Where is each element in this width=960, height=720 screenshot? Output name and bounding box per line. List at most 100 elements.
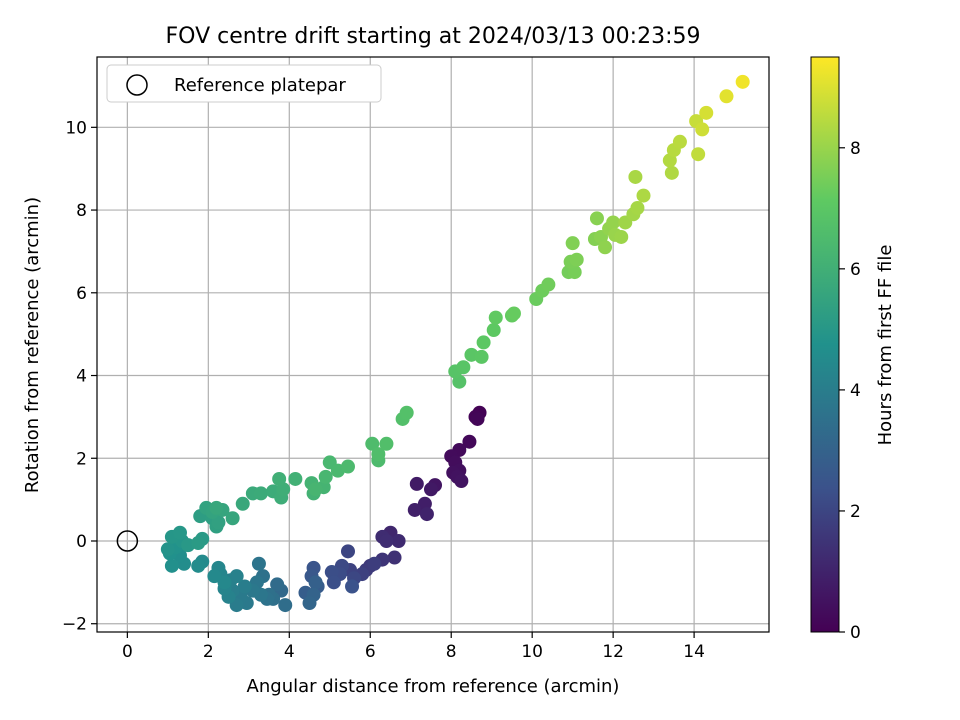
scatter-points <box>160 74 750 613</box>
data-point <box>486 323 501 338</box>
data-point <box>278 598 293 613</box>
data-point <box>211 515 226 530</box>
data-point <box>409 476 424 491</box>
data-point <box>476 335 491 350</box>
x-tick-label: 6 <box>365 642 376 662</box>
data-point <box>636 188 651 203</box>
data-point <box>318 469 333 484</box>
data-point <box>191 536 206 551</box>
data-point <box>235 496 250 511</box>
colorbar-ticks: 0 2 4 6 8 <box>839 139 861 643</box>
legend: Reference platepar <box>106 64 382 103</box>
data-point <box>407 502 422 517</box>
colorbar-label: Hours from first FF file <box>875 245 896 446</box>
data-point <box>237 579 252 594</box>
legend-box <box>106 64 382 103</box>
data-point <box>474 349 489 364</box>
data-point <box>454 474 469 489</box>
data-point <box>345 579 360 594</box>
data-point <box>695 122 710 137</box>
colorbar: 0 2 4 6 8 Hours from first FF file <box>810 56 896 643</box>
data-point <box>379 533 394 548</box>
y-tick-label: 6 <box>76 284 87 304</box>
data-point <box>614 229 629 244</box>
data-point <box>308 482 323 497</box>
data-point <box>664 165 679 180</box>
x-axis-ticks: 0 2 4 6 8 10 12 14 <box>122 632 705 662</box>
data-point <box>399 405 414 420</box>
y-axis-ticks: −2 0 2 4 6 8 10 <box>62 118 97 635</box>
x-tick-label: 4 <box>284 642 295 662</box>
data-point <box>630 200 645 215</box>
data-point <box>506 306 521 321</box>
data-point <box>456 360 471 375</box>
legend-marker <box>126 74 148 96</box>
data-point <box>367 556 382 571</box>
data-point <box>628 169 643 184</box>
data-point <box>488 310 503 325</box>
data-point <box>326 575 341 590</box>
x-tick-label: 10 <box>521 642 543 662</box>
data-point <box>672 134 687 149</box>
data-point <box>191 558 206 573</box>
data-point <box>379 436 394 451</box>
data-point <box>391 533 406 548</box>
data-point <box>302 596 317 611</box>
colorbar-tick-label: 0 <box>850 623 861 643</box>
plot-frame <box>96 56 770 633</box>
data-point <box>340 544 355 559</box>
y-tick-label: 10 <box>65 118 87 138</box>
data-point <box>217 575 232 590</box>
data-point <box>691 147 706 162</box>
colorbar-tick-label: 8 <box>850 139 861 159</box>
y-tick-label: 4 <box>76 367 87 387</box>
legend-entry: Reference platepar <box>174 75 346 96</box>
x-tick-label: 14 <box>683 642 705 662</box>
data-point <box>606 215 621 230</box>
x-tick-label: 12 <box>602 642 624 662</box>
data-point <box>340 459 355 474</box>
y-tick-label: 8 <box>76 201 87 221</box>
data-point <box>735 74 750 89</box>
data-point <box>470 411 485 426</box>
data-point <box>541 277 556 292</box>
data-point <box>272 471 287 486</box>
reference-marker <box>116 530 139 552</box>
data-point <box>253 486 268 501</box>
x-tick-label: 2 <box>203 642 214 662</box>
data-point <box>371 447 386 462</box>
data-point <box>423 482 438 497</box>
data-point <box>251 556 266 571</box>
y-tick-label: 2 <box>76 449 87 469</box>
data-point <box>207 569 222 584</box>
colorbar-tick-label: 4 <box>850 381 861 401</box>
x-axis-label: Angular distance from reference (arcmin) <box>247 676 620 697</box>
data-point <box>365 436 380 451</box>
data-point <box>719 89 734 104</box>
data-point <box>419 507 434 522</box>
y-tick-label: −2 <box>62 615 87 635</box>
data-point <box>569 252 584 267</box>
colorbar-tick-label: 6 <box>850 260 861 280</box>
y-axis-label: Rotation from reference (arcmin) <box>22 197 43 493</box>
data-point <box>308 575 323 590</box>
data-point <box>172 525 187 540</box>
chart-title: FOV centre drift starting at 2024/03/13 … <box>166 24 701 49</box>
data-point <box>565 236 580 251</box>
data-point <box>160 542 175 557</box>
colorbar-gradient <box>810 56 840 633</box>
data-point <box>598 240 613 255</box>
data-point <box>229 569 244 584</box>
data-point <box>699 105 714 120</box>
x-tick-label: 0 <box>122 642 133 662</box>
data-point <box>589 211 604 226</box>
data-point <box>225 511 240 526</box>
data-point <box>270 577 285 592</box>
data-point <box>462 434 477 449</box>
data-point <box>288 471 303 486</box>
colorbar-tick-label: 2 <box>850 502 861 522</box>
x-tick-label: 8 <box>446 642 457 662</box>
data-point <box>164 558 179 573</box>
data-point <box>209 500 224 515</box>
